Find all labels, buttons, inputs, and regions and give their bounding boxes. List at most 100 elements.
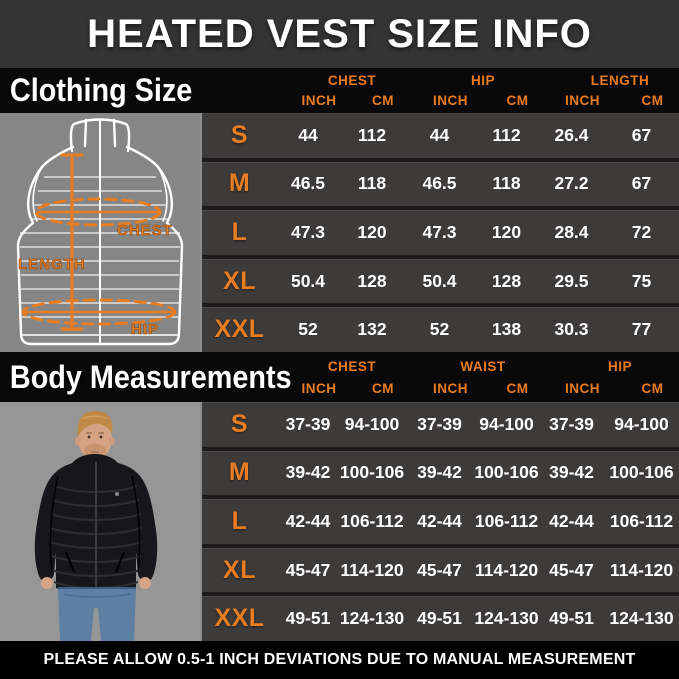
value-cell: 30.3 [554, 319, 589, 340]
size-label: XL [223, 555, 256, 584]
clothing-size-section-title: Clothing Size [9, 72, 193, 108]
body-measurements-table: S 37-39 94-100 37-39 94-100 37-39 94-100… [200, 402, 679, 641]
value-cell: 124-130 [609, 608, 674, 629]
value-cell: 28.4 [554, 221, 589, 242]
value-cell: 47.3 [290, 221, 326, 242]
unit-header: CM [372, 380, 394, 396]
unit-header: INCH [433, 380, 468, 396]
value-cell: 52 [429, 319, 450, 340]
table-row: XXL 52 132 52 138 30.3 77 [202, 303, 679, 352]
value-cell: 49-51 [417, 608, 462, 629]
table-row: XL 50.4 128 50.4 128 29.5 75 [202, 254, 679, 304]
table-row: XXL 49-51 124-130 49-51 124-130 49-51 12… [202, 592, 679, 641]
value-cell: 45-47 [285, 559, 331, 580]
footer-note-bar: PLEASE ALLOW 0.5-1 INCH DEVIATIONS DUE T… [0, 641, 679, 679]
value-cell: 100-106 [609, 462, 674, 483]
value-cell: 50.4 [290, 270, 326, 291]
value-cell: 128 [357, 270, 387, 291]
value-cell: 75 [631, 270, 652, 291]
unit-header: CM [506, 92, 529, 108]
value-cell: 39-42 [285, 462, 331, 483]
diagram-hip-label: HIP [131, 321, 159, 338]
unit-header: CM [641, 380, 664, 396]
column-group-hip: HIP [470, 73, 495, 89]
value-cell: 47.3 [422, 221, 457, 242]
value-cell: 27.2 [554, 173, 589, 194]
size-label: XXL [214, 604, 265, 633]
size-label: L [231, 506, 248, 535]
value-cell: 118 [492, 173, 521, 194]
size-label: S [230, 120, 249, 149]
value-cell: 94-100 [479, 413, 534, 434]
value-cell: 120 [491, 221, 522, 242]
value-cell: 46.5 [422, 173, 457, 194]
value-cell: 124-130 [474, 608, 539, 629]
value-cell: 46.5 [290, 173, 326, 194]
size-label: XXL [214, 315, 265, 344]
value-cell: 112 [492, 124, 521, 145]
value-cell: 124-130 [339, 608, 405, 629]
value-cell: 114-120 [474, 559, 539, 580]
value-cell: 42-44 [549, 510, 594, 531]
value-cell: 132 [357, 319, 387, 340]
value-cell: 106-112 [474, 510, 539, 531]
clothing-size-header-bar: Clothing Size CHEST HIP LENGTH INCH CM I… [0, 68, 679, 113]
value-cell: 52 [298, 319, 318, 340]
page-title: HEATED VEST SIZE INFO [87, 11, 592, 56]
size-label: M [228, 458, 251, 487]
value-cell: 118 [357, 173, 387, 194]
size-label: XL [223, 266, 256, 295]
unit-header: INCH [565, 380, 600, 396]
unit-header: CM [641, 92, 664, 108]
table-row: M 39-42 100-106 39-42 100-106 39-42 100-… [202, 446, 679, 496]
value-cell: 39-42 [549, 462, 594, 483]
value-cell: 120 [357, 221, 387, 242]
value-cell: 37-39 [417, 413, 462, 434]
value-cell: 49-51 [285, 608, 331, 629]
size-label: S [230, 409, 249, 438]
value-cell: 112 [357, 124, 387, 145]
value-cell: 42-44 [417, 510, 462, 531]
column-group-chest: CHEST [327, 358, 377, 374]
title-banner: HEATED VEST SIZE INFO [0, 0, 679, 68]
value-cell: 67 [631, 173, 652, 194]
table-row: S 37-39 94-100 37-39 94-100 37-39 94-100 [202, 402, 679, 447]
table-row: L 47.3 120 47.3 120 28.4 72 [202, 206, 679, 255]
vest-diagram: CHEST LENGTH HIP [0, 113, 200, 352]
clothing-size-table: S 44 112 44 112 26.4 67 M 46.5 118 46.5 … [200, 113, 679, 352]
column-group-chest: CHEST [327, 73, 377, 89]
value-cell: 42-44 [285, 510, 331, 531]
value-cell: 29.5 [554, 270, 589, 291]
body-measurements-section-title: Body Measurements [9, 358, 292, 395]
value-cell: 44 [429, 124, 450, 145]
value-cell: 44 [298, 124, 318, 145]
deviation-note: PLEASE ALLOW 0.5-1 INCH DEVIATIONS DUE T… [43, 651, 636, 668]
diagram-length-label: LENGTH [18, 256, 86, 273]
value-cell: 114-120 [609, 559, 674, 580]
clothing-size-section: CHEST LENGTH HIP S 44 112 44 112 26.4 67… [0, 113, 679, 352]
value-cell: 39-42 [417, 462, 462, 483]
unit-header: INCH [433, 92, 468, 108]
value-cell: 50.4 [422, 270, 457, 291]
size-label: L [231, 217, 248, 246]
value-cell: 106-112 [340, 510, 404, 531]
vest-measurement-illustration: CHEST LENGTH HIP [0, 113, 200, 352]
value-cell: 114-120 [340, 559, 404, 580]
body-measurements-column-headers: CHEST WAIST HIP INCH CM INCH CM INCH CM [211, 352, 679, 402]
value-cell: 26.4 [554, 124, 589, 145]
unit-header: CM [372, 92, 394, 108]
value-cell: 67 [631, 124, 652, 145]
column-group-hip: HIP [607, 358, 632, 374]
value-cell: 94-100 [614, 413, 669, 434]
size-label: M [228, 169, 251, 198]
value-cell: 94-100 [344, 413, 400, 434]
value-cell: 72 [631, 221, 652, 242]
value-cell: 37-39 [285, 413, 331, 434]
table-row: M 46.5 118 46.5 118 27.2 67 [202, 157, 679, 207]
column-group-waist: WAIST [460, 358, 506, 374]
value-cell: 100-106 [339, 462, 405, 483]
man-in-jacket-illustration [0, 402, 200, 641]
unit-header: INCH [301, 92, 337, 108]
body-measurements-section: S 37-39 94-100 37-39 94-100 37-39 94-100… [0, 402, 679, 641]
